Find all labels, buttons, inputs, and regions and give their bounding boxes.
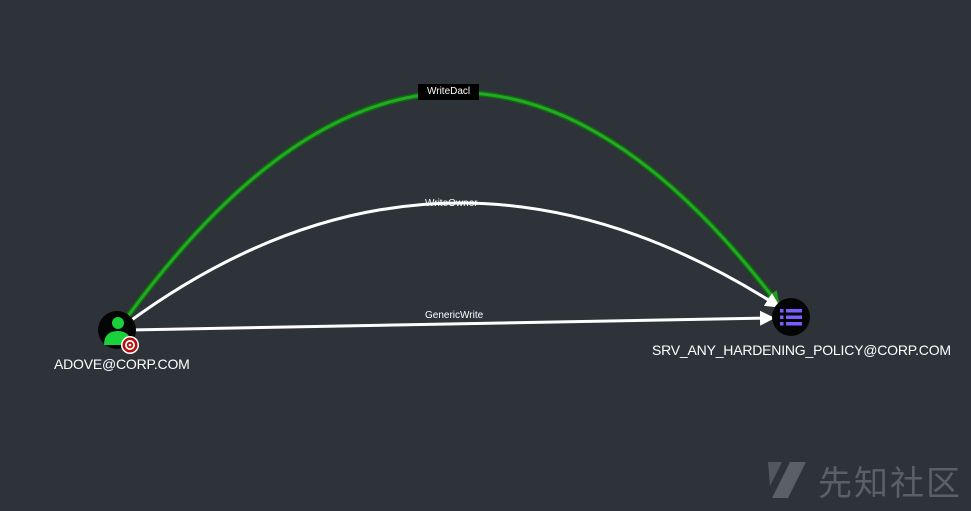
edge-writedacl-label[interactable]: WriteDacl xyxy=(418,84,480,100)
edge-writeowner[interactable] xyxy=(121,201,781,329)
target-icon xyxy=(121,336,139,354)
edge-writedacl[interactable] xyxy=(117,89,781,329)
watermark-text: 先知社区 xyxy=(818,463,962,504)
watermark-logo-icon xyxy=(768,462,806,498)
node-gpo-label: SRV_ANY_HARDENING_POLICY@CORP.COM xyxy=(652,342,951,358)
watermark: 先知社区 xyxy=(768,460,962,504)
node-gpo[interactable] xyxy=(772,298,810,336)
edge-writeowner-label[interactable]: WriteOwner xyxy=(425,198,478,209)
edge-genericwrite-label[interactable]: GenericWrite xyxy=(425,310,484,321)
node-user[interactable] xyxy=(98,311,139,354)
edge-genericwrite[interactable] xyxy=(129,310,775,332)
list-icon xyxy=(780,309,802,326)
node-user-label: ADOVE@CORP.COM xyxy=(54,356,190,372)
